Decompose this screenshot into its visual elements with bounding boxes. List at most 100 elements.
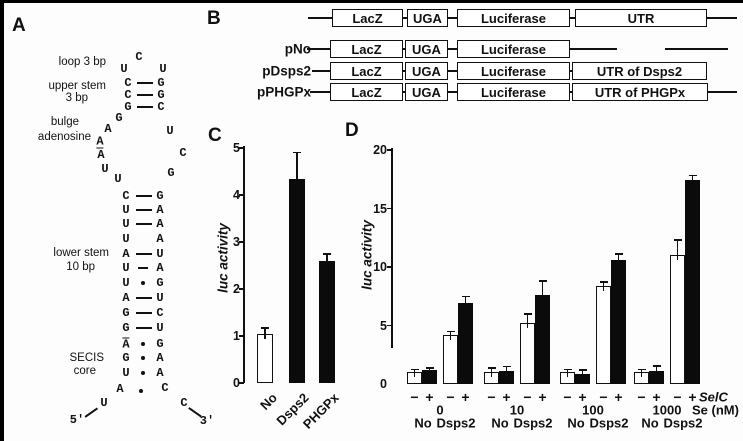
construct-sub-label: Dsps2: [663, 415, 703, 431]
selc-sign: +: [578, 389, 587, 405]
construct-box: LacZ: [330, 40, 403, 58]
construct-line: [570, 48, 617, 50]
nucleotide-C: C: [157, 100, 165, 114]
y-tick: [239, 335, 244, 337]
nucleotide-C: C: [179, 146, 187, 160]
nucleotide-A: A: [122, 291, 130, 305]
y-tick: [387, 207, 392, 210]
selc-sign: −: [410, 389, 419, 405]
base-pair-bond: [136, 195, 152, 197]
error-bar-cap: [599, 281, 608, 283]
construct-box: UGA: [405, 40, 448, 58]
error-bar-cap: [688, 174, 697, 177]
bar-white: [257, 333, 273, 383]
error-bar-stem: [566, 369, 569, 378]
nucleotide-U: U: [156, 247, 164, 261]
selc-sign: +: [614, 389, 623, 405]
construct-name: pNo: [284, 41, 311, 57]
y-tick-label: 0: [380, 377, 387, 391]
base-pair-dot: [141, 356, 145, 360]
error-bar-cap: [410, 368, 419, 371]
nucleotide-G: G: [167, 166, 175, 180]
nucleotide-U: U: [166, 124, 174, 138]
nucleotide-U: U: [120, 62, 128, 76]
error-bar-cap: [446, 330, 455, 333]
base-pair-bond: [136, 223, 152, 225]
selc-sign: −: [599, 389, 608, 405]
y-tick: [239, 147, 244, 149]
nucleotide-U: U: [122, 261, 130, 275]
error-bar-stem: [428, 368, 431, 371]
nucleotide-A: A: [156, 217, 164, 231]
selc-sign: −: [446, 389, 455, 405]
base-pair-bond: [138, 267, 148, 269]
error-bar-cap: [523, 313, 532, 315]
construct-name: pDsps2: [262, 63, 311, 79]
se-concentration-label: 0: [436, 402, 444, 418]
selc-sign: +: [688, 389, 697, 405]
construct-box: UTR: [575, 9, 707, 27]
error-bar-stem: [326, 253, 328, 262]
y-axis-label: luc activity: [215, 223, 231, 293]
selc-sign: −: [523, 389, 532, 405]
y-tick-label: 20: [373, 143, 387, 157]
se-axis-label: Se (nM): [692, 402, 739, 418]
selc-sign: +: [425, 389, 434, 405]
error-bar-cap: [637, 368, 646, 371]
error-bar-cap: [425, 367, 434, 369]
bar-black: [535, 295, 550, 384]
nucleotide-U: U: [101, 162, 109, 176]
selc-sign: −: [563, 389, 572, 405]
error-bar-stem: [505, 366, 508, 372]
error-bar-stem: [296, 152, 298, 180]
nucleotide-U: U: [156, 321, 164, 335]
y-tick: [387, 149, 392, 151]
backbone-stroke: [84, 407, 98, 418]
nucleotide-C: C: [124, 88, 132, 102]
nucleotide-C: C: [122, 189, 130, 203]
construct-sub-label: No: [491, 415, 509, 431]
nucleotide-U: U: [100, 396, 108, 410]
error-bar-cap: [461, 295, 470, 297]
base-pair-dot: [141, 371, 145, 375]
construct-sub-label: Dsps2: [513, 415, 553, 431]
construct-box: UGA: [405, 62, 448, 80]
nucleotide-U: U: [114, 172, 122, 186]
figure-border-left: [0, 0, 4, 441]
nucleotide-U: U: [159, 62, 167, 76]
construct-box: LacZ: [332, 9, 403, 27]
structure-annotation: loop 3 bp: [58, 56, 106, 68]
structure-annotation: SECIS: [69, 352, 104, 364]
nucleotide-G: G: [156, 276, 164, 290]
bar-black: [422, 369, 437, 384]
error-bar-stem: [526, 313, 529, 329]
nucleotide-A: A: [156, 232, 164, 246]
nucleotide-A: A: [156, 203, 164, 217]
base-pair-bond: [136, 327, 152, 329]
error-bar-stem: [617, 254, 620, 261]
nucleotide-5p: 5': [69, 413, 85, 427]
y-tick-label: 3: [233, 235, 240, 249]
error-bar-cap: [578, 369, 587, 371]
construct-box: Luciferase: [457, 83, 570, 101]
nucleotide-A: A: [96, 134, 104, 149]
error-bar-stem: [640, 369, 643, 378]
base-pair-bond: [137, 82, 153, 84]
error-bar-cap: [673, 239, 682, 241]
structure-annotation: upper stem: [48, 80, 106, 92]
backbone-stroke: [188, 407, 202, 417]
category-label: No: [256, 390, 280, 413]
selc-row-label: SelC: [699, 389, 728, 405]
y-tick: [387, 266, 392, 268]
y-tick: [239, 194, 244, 196]
nucleotide-A: A: [97, 148, 105, 162]
y-axis-label: luc activity: [359, 220, 375, 290]
base-pair-bond: [136, 253, 152, 255]
error-bar-stem: [655, 365, 658, 372]
bar-white: [596, 285, 611, 384]
y-tick-label: 0: [233, 376, 240, 390]
se-concentration-label: 10: [509, 402, 525, 418]
construct-box: Luciferase: [457, 62, 570, 80]
bar-white: [670, 255, 685, 384]
